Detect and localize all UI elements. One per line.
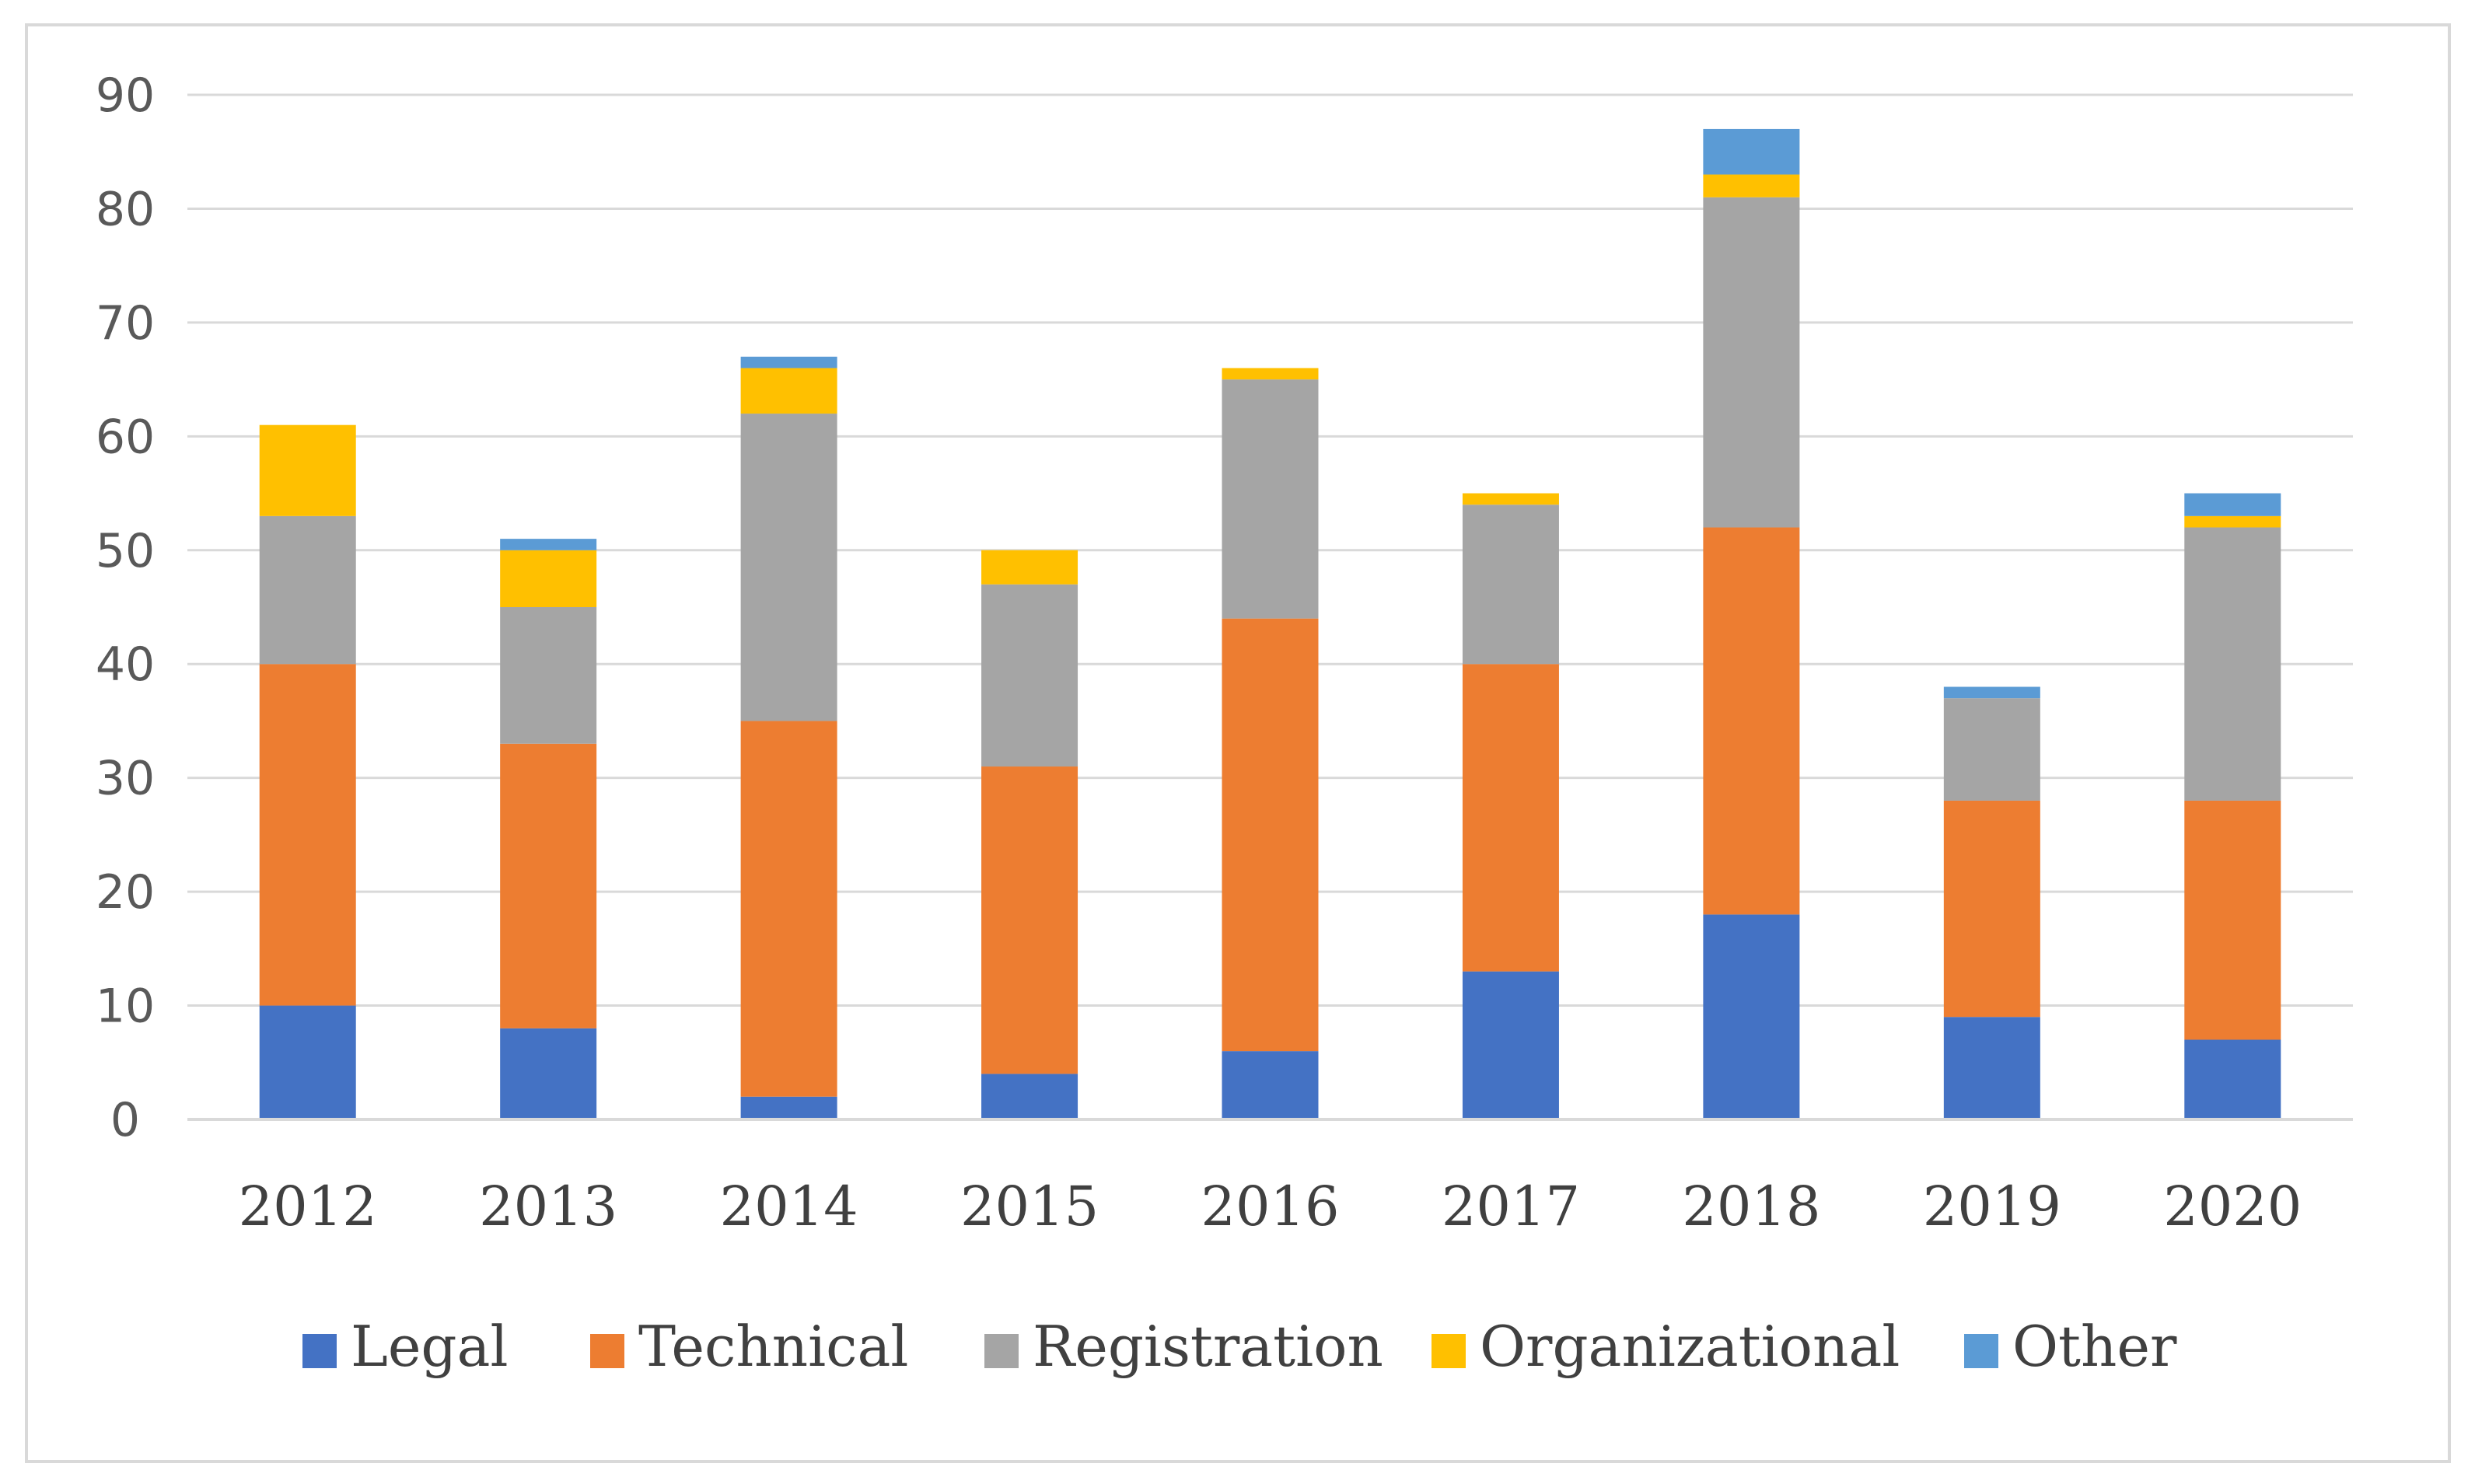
bar-segment-technical — [500, 743, 597, 1028]
y-tick-label: 80 — [96, 182, 155, 236]
legend-label-technical: Technical — [638, 1314, 908, 1379]
bar-segment-organizational — [500, 550, 597, 607]
chart-frame: 0 10 20 30 40 50 60 70 80 90 2012 2013 2014 2015 2016… — [25, 23, 2451, 1463]
bar-segment-legal — [740, 1096, 837, 1119]
legend-swatch-legal — [302, 1334, 337, 1368]
bar-segment-technical — [2184, 800, 2281, 1040]
bar-segment-registration — [740, 414, 837, 721]
x-axis-ticks: 2012 2013 2014 2015 2016 2017 2018 2019 2020 — [239, 1175, 2302, 1238]
x-tick-label: 2014 — [720, 1175, 858, 1238]
y-tick-label: 0 — [110, 1093, 140, 1147]
bar-segment-other — [1943, 686, 2040, 699]
bar-segment-legal — [259, 1005, 356, 1119]
y-tick-label: 20 — [96, 865, 155, 920]
bar-segment-legal — [1943, 1017, 2040, 1119]
bar-segment-legal — [1462, 971, 1559, 1119]
legend-swatch-registration — [984, 1334, 1019, 1368]
bar-segment-registration — [1703, 197, 1800, 528]
y-tick-label: 40 — [96, 637, 155, 692]
x-tick-label: 2013 — [479, 1175, 617, 1238]
bar-segment-organizational — [981, 550, 1078, 585]
bar-segment-technical — [740, 721, 837, 1097]
bar-segment-technical — [1943, 800, 2040, 1018]
legend-swatch-other — [1964, 1334, 1998, 1368]
bar-segment-registration — [259, 515, 356, 665]
bar-segment-organizational — [1703, 174, 1800, 197]
bar-segment-technical — [259, 664, 356, 1006]
bar-segment-organizational — [259, 424, 356, 516]
bar-segment-organizational — [1462, 493, 1559, 505]
bar-segment-registration — [1943, 698, 2040, 801]
bar-segment-technical — [1462, 664, 1559, 972]
bar-segment-legal — [500, 1028, 597, 1119]
bars — [259, 128, 2281, 1119]
bar-segment-registration — [500, 607, 597, 744]
legend: Legal Technical Registration Organizational… — [302, 1314, 2177, 1379]
legend-label-legal: Legal — [351, 1314, 508, 1379]
legend-label-registration: Registration — [1033, 1314, 1383, 1379]
bar-segment-technical — [981, 766, 1078, 1074]
legend-swatch-technical — [590, 1334, 624, 1368]
bar-segment-other — [740, 356, 837, 368]
bar-segment-legal — [981, 1074, 1078, 1119]
x-tick-label: 2019 — [1923, 1175, 2061, 1238]
legend-swatch-organizational — [1432, 1334, 1466, 1368]
bar-segment-technical — [1703, 527, 1800, 915]
y-tick-label: 50 — [96, 524, 155, 578]
y-tick-label: 70 — [96, 296, 155, 351]
y-tick-label: 10 — [96, 979, 155, 1034]
bar-segment-registration — [1462, 505, 1559, 665]
x-tick-label: 2017 — [1442, 1175, 1580, 1238]
bar-segment-registration — [2184, 527, 2281, 801]
bar-segment-other — [1703, 128, 1800, 175]
bar-segment-legal — [1703, 914, 1800, 1119]
y-tick-label: 30 — [96, 752, 155, 806]
bar-segment-registration — [1222, 379, 1319, 619]
bar-segment-other — [2184, 493, 2281, 516]
bar-segment-technical — [1222, 618, 1319, 1052]
x-tick-label: 2012 — [239, 1175, 377, 1238]
legend-label-organizational: Organizational — [1480, 1314, 1900, 1379]
bar-segment-organizational — [740, 368, 837, 414]
y-axis-ticks: 0 10 20 30 40 50 60 70 80 90 — [96, 68, 155, 1147]
legend-label-other: Other — [2012, 1314, 2177, 1379]
stacked-bar-chart: 0 10 20 30 40 50 60 70 80 90 2012 2013 2014 2015 2016… — [96, 68, 2353, 1379]
bar-segment-organizational — [2184, 515, 2281, 528]
x-tick-label: 2018 — [1682, 1175, 1820, 1238]
x-tick-label: 2015 — [960, 1175, 1099, 1238]
bar-segment-legal — [2184, 1039, 2281, 1119]
y-tick-label: 60 — [96, 410, 155, 464]
bar-segment-organizational — [1222, 368, 1319, 380]
bar-segment-registration — [981, 584, 1078, 767]
x-tick-label: 2020 — [2163, 1175, 2302, 1238]
x-tick-label: 2016 — [1201, 1175, 1339, 1238]
bar-segment-legal — [1222, 1051, 1319, 1119]
y-tick-label: 90 — [96, 68, 155, 123]
bar-segment-other — [500, 539, 597, 550]
